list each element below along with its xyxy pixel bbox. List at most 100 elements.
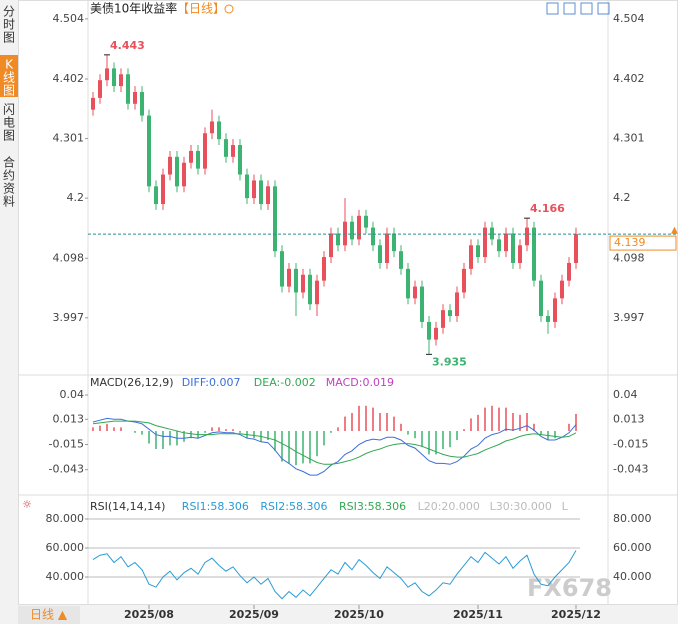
- y-tick-label-right: -0.015: [613, 438, 648, 451]
- indicator-label: DIFF:0.007: [182, 376, 241, 389]
- candle-body: [238, 145, 242, 175]
- rsi-line: [92, 550, 577, 600]
- dea-line: [92, 420, 577, 465]
- x-tick-label: 2025/10: [334, 608, 384, 621]
- y-tick-label-right: 4.402: [613, 72, 645, 85]
- candle-body: [560, 280, 564, 299]
- candle-body: [161, 174, 165, 205]
- candle-body: [462, 268, 466, 293]
- candle-body: [385, 233, 389, 263]
- candle-body: [294, 268, 298, 293]
- candle-body: [133, 91, 137, 104]
- y-tick-label: 60.000: [46, 541, 85, 554]
- y-tick-label-right: 4.2: [613, 191, 631, 204]
- candle-body: [497, 239, 501, 252]
- annotation: 4.443: [110, 39, 145, 52]
- candle-body: [119, 74, 123, 87]
- candle-body: [287, 268, 291, 287]
- date-bar: [18, 605, 678, 624]
- indicator-label: RSI(14,14,14): [90, 500, 165, 513]
- y-tick-label-right: 4.504: [613, 12, 645, 25]
- y-tick-label: 0.013: [53, 412, 85, 425]
- candle-body: [357, 215, 361, 240]
- last-price-arrow: ▲: [671, 226, 678, 236]
- minus-icon[interactable]: [224, 4, 234, 14]
- candle-body: [98, 80, 102, 98]
- annotation: 3.935: [432, 355, 467, 368]
- indicator-label: RSI2:58.306: [260, 500, 327, 513]
- period-button-bg[interactable]: [18, 606, 80, 624]
- candle-body: [420, 286, 424, 322]
- chart-subtitle: 【日线】: [177, 2, 225, 16]
- candle-body: [105, 68, 109, 81]
- candle-body: [525, 227, 529, 246]
- candle-body: [140, 91, 144, 116]
- candle-body: [504, 233, 508, 252]
- candle-body: [301, 274, 305, 293]
- sidebar-tab: K: [5, 58, 14, 72]
- candle-body: [336, 233, 340, 246]
- y-tick-label: -0.043: [49, 463, 84, 476]
- indicator-label: RSI3:58.306: [339, 500, 406, 513]
- annotation: 4.166: [530, 202, 565, 215]
- x-tick-label: 2025/12: [551, 608, 601, 621]
- x-tick-label: 2025/11: [453, 608, 503, 621]
- sidebar-active: [0, 55, 18, 97]
- candle-body: [154, 186, 158, 205]
- candle-body: [399, 251, 403, 269]
- candle-body: [574, 234, 578, 263]
- candle-body: [322, 257, 326, 281]
- candle-body: [567, 262, 571, 281]
- candle-body: [490, 227, 494, 240]
- candle-body: [371, 227, 375, 246]
- candle-body: [455, 292, 459, 317]
- chart-title: 美债10年收益率: [90, 1, 177, 16]
- sidebar-tab: 约: [3, 168, 15, 183]
- y-tick-label: 4.301: [53, 132, 85, 145]
- candle-body: [308, 274, 312, 305]
- indicator-label: MACD(26,12,9): [90, 376, 174, 389]
- candle-body: [546, 316, 550, 322]
- candle-body: [126, 74, 130, 104]
- indicator-label: DEA:-0.002: [254, 376, 316, 389]
- y-tick-label: 80.000: [46, 512, 85, 525]
- candle-body: [518, 245, 522, 263]
- candle-body: [441, 310, 445, 328]
- candle-body: [231, 145, 235, 157]
- candle-body: [364, 215, 368, 228]
- watermark: FX678: [527, 574, 612, 602]
- y-tick-label: 40.000: [46, 570, 85, 583]
- candle-body: [168, 156, 172, 175]
- period-button[interactable]: 日线 ▲: [30, 608, 68, 622]
- sidebar-tab: 资: [3, 182, 15, 196]
- toolbar[interactable]: [546, 2, 610, 15]
- sidebar-tab: 料: [3, 195, 15, 209]
- diff-line: [92, 417, 577, 476]
- indicator-label: L20:20.000: [418, 500, 480, 513]
- last-price-label: 4.139: [614, 236, 646, 249]
- candle-body: [203, 133, 207, 169]
- y-tick-label: 4.402: [53, 72, 85, 85]
- candle-body: [413, 286, 417, 299]
- settings-icon[interactable]: ☼: [22, 498, 32, 511]
- candle-body: [539, 280, 543, 317]
- y-tick-label-right: 40.000: [613, 570, 652, 583]
- candle-body: [175, 156, 179, 187]
- x-tick-label: 2025/09: [229, 608, 279, 621]
- candle-body: [434, 327, 438, 340]
- candle-body: [329, 233, 333, 258]
- candle-body: [476, 245, 480, 258]
- candle-body: [147, 115, 151, 187]
- candle-body: [406, 268, 410, 299]
- y-tick-label-right: 60.000: [613, 541, 652, 554]
- candle-body: [315, 280, 319, 305]
- candle-body: [350, 221, 354, 240]
- sidebar-tab: 图: [3, 129, 15, 143]
- candle-body: [196, 150, 200, 169]
- candle-body: [273, 186, 277, 252]
- candle-body: [112, 68, 116, 87]
- sidebar: [0, 0, 18, 624]
- candle-body: [252, 180, 256, 199]
- last-price-box: [609, 235, 677, 251]
- indicator-label: L: [562, 500, 569, 513]
